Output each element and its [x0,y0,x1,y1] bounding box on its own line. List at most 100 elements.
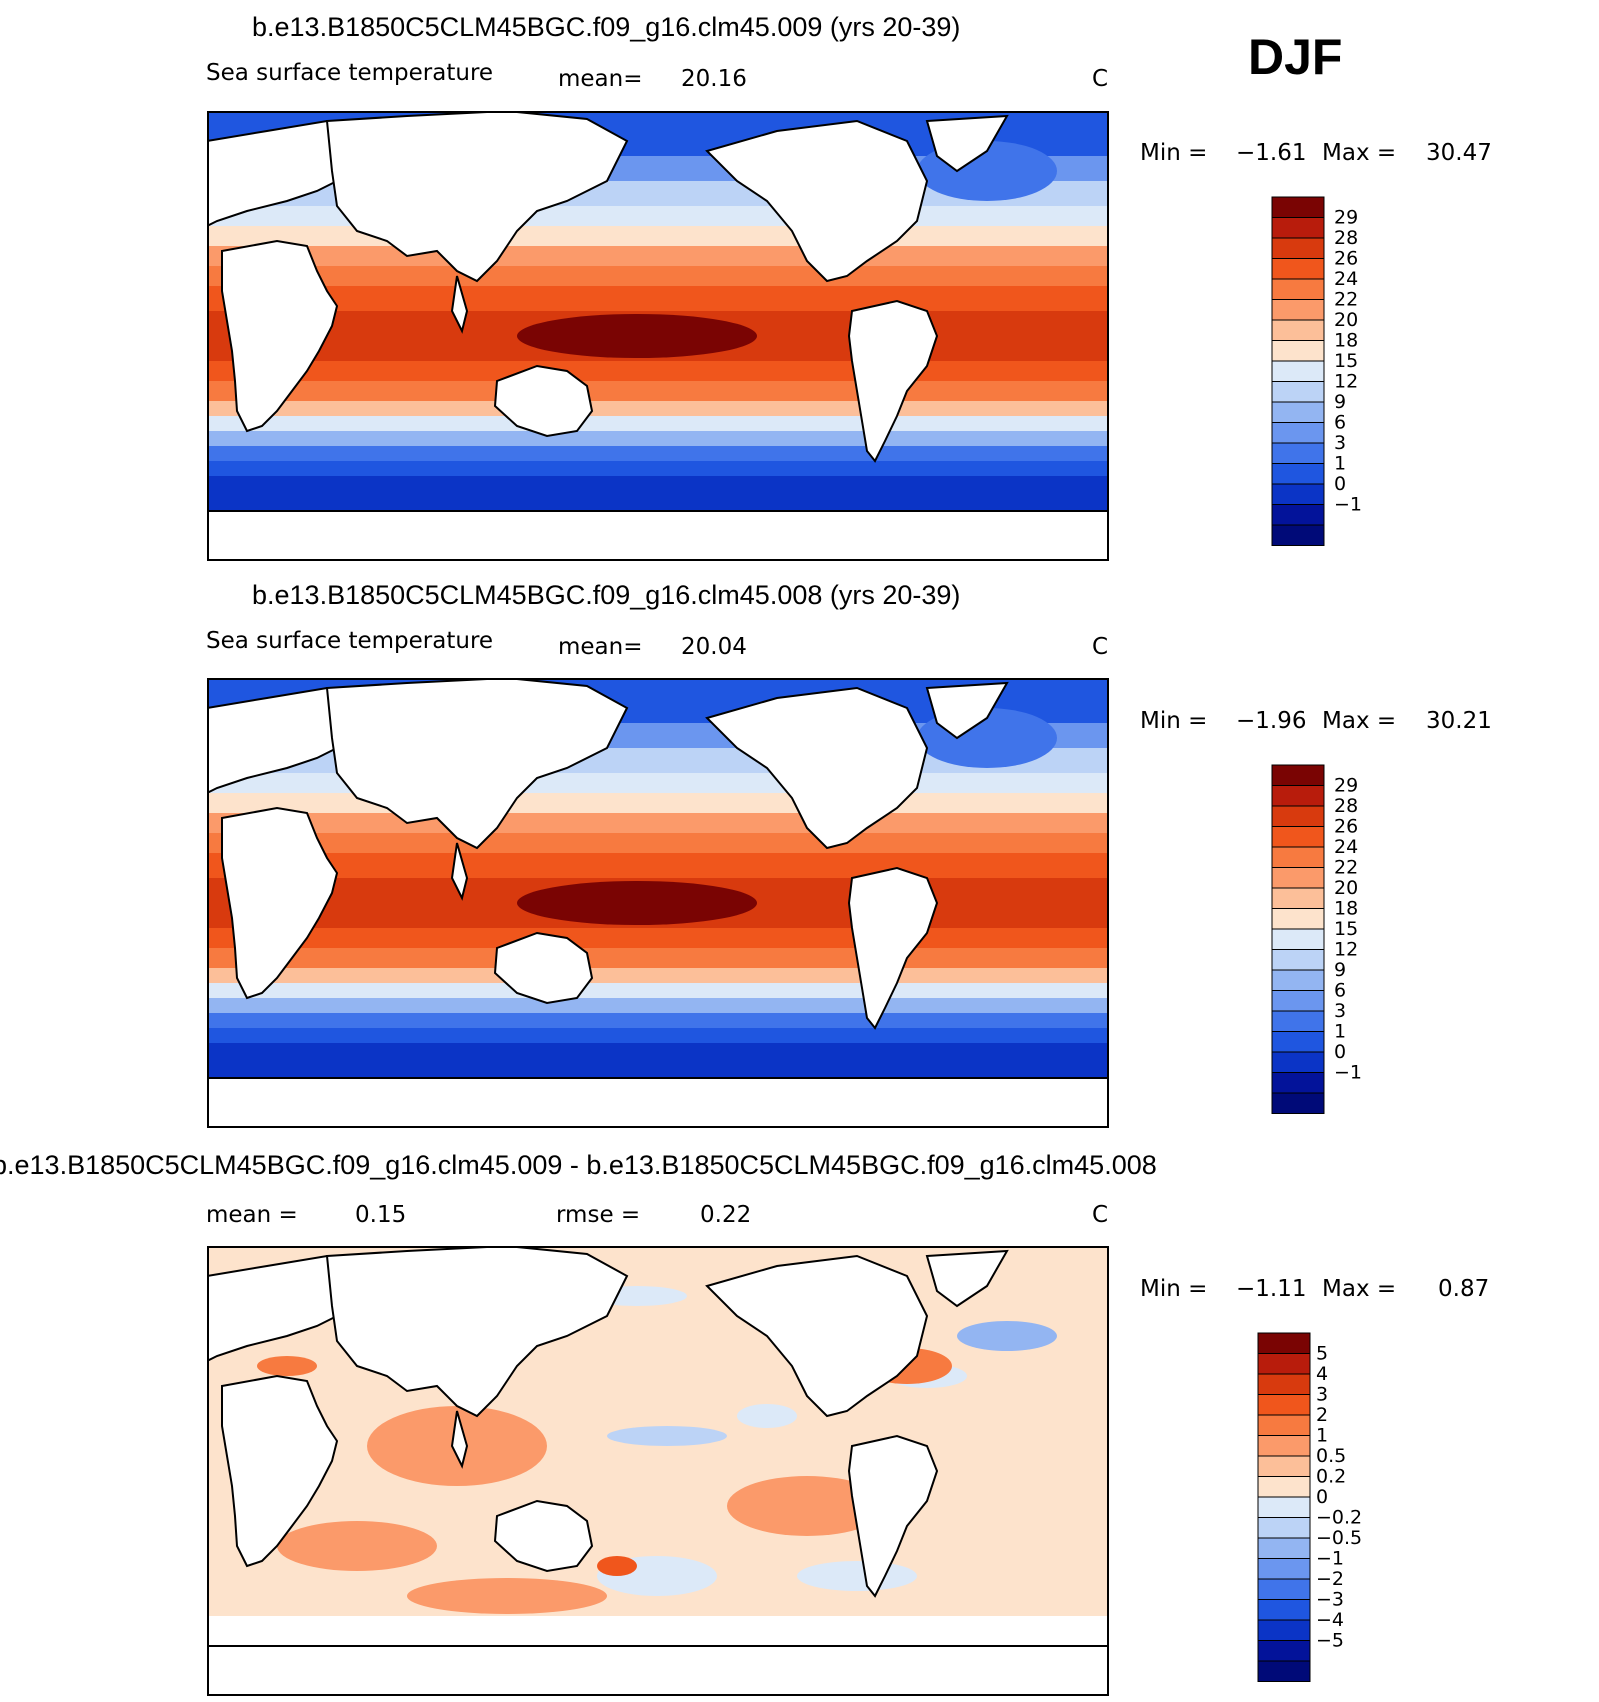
colorbar-box [1271,217,1325,239]
colorbar-tick-label: 1 [1334,453,1346,475]
warm-pool [517,314,757,358]
sst-map [207,678,1109,1128]
sst-band [207,1028,1109,1043]
colorbar-box [1271,524,1325,546]
sst-band [207,446,1109,461]
colorbar-tick-label: −3 [1316,1589,1344,1611]
units-label: C [1092,1202,1109,1228]
panel-title: b.e13.B1850C5CLM45BGC.f09_g16.clm45.008 … [252,580,961,610]
sst-map [207,111,1109,561]
colorbar-tick-label: 6 [1334,412,1346,434]
sst-band [207,416,1109,431]
colorbar-box [1271,442,1325,464]
min-value: −1.11 [1236,1276,1307,1302]
sst-band [207,431,1109,446]
colorbar-tick-label: −4 [1316,1609,1344,1631]
mean-value: 0.15 [355,1202,407,1228]
colorbar-box [1257,1517,1311,1539]
difference-patch [407,1578,607,1614]
warm-pool [517,881,757,925]
colorbar-tick-label: −5 [1316,1630,1344,1652]
colorbar-box [1257,1558,1311,1580]
colorbar-tick-label: 1 [1316,1425,1328,1447]
variable-name: Sea surface temperature [206,628,494,654]
colorbar-tick-label: 15 [1334,918,1358,940]
sst-band [207,361,1109,381]
sst-band [207,793,1109,813]
difference-map [207,1246,1109,1696]
sst-band [207,476,1109,511]
sst-band [207,461,1109,476]
max-label: Max = [1322,708,1397,734]
colorbar-tick-label: 29 [1334,207,1358,229]
difference-patch [957,1321,1057,1351]
colorbar-box [1271,237,1325,259]
colorbar-tick-label: 9 [1334,959,1346,981]
colorbar-box [1271,826,1325,848]
colorbar-tick-label: 0 [1334,473,1346,495]
colorbar-box [1257,1537,1311,1559]
colorbar-tick-label: 18 [1334,898,1358,920]
min-label: Min = [1140,708,1208,734]
sst-band [207,853,1109,878]
colorbar-tick-label: 3 [1334,432,1346,454]
difference-patch [727,1476,887,1536]
max-value: 0.87 [1438,1276,1490,1302]
mean-label: mean= [558,66,643,92]
colorbar-tick-label: 20 [1334,309,1358,331]
max-label: Max = [1322,140,1397,166]
difference-patch [257,1356,317,1376]
colorbar-box [1271,969,1325,991]
colorbar-box [1271,401,1325,423]
colorbar-tick-label: 0 [1334,1041,1346,1063]
colorbar-box [1271,764,1325,786]
colorbar-tick-label: 24 [1334,268,1358,290]
colorbar-box [1271,504,1325,526]
colorbar-tick-label: 9 [1334,391,1346,413]
colorbar-tick-label: 1 [1334,1021,1346,1043]
sst-band [207,948,1109,968]
colorbar-tick-label: 26 [1334,816,1358,838]
colorbar-tick-label: −1 [1334,1062,1362,1084]
colorbar-tick-label: 20 [1334,877,1358,899]
colorbar-tick-label: 12 [1334,939,1358,961]
colorbar-tick-label: 29 [1334,775,1358,797]
colorbar-tick-label: 6 [1334,980,1346,1002]
colorbar-box [1271,846,1325,868]
colorbar-box [1271,319,1325,341]
sst-band [207,381,1109,401]
difference-patch [797,1561,917,1591]
colorbar-tick-label: 3 [1334,1000,1346,1022]
colorbar-box [1257,1496,1311,1518]
variable-name: Sea surface temperature [206,60,494,86]
sst-band [207,246,1109,266]
colorbar-box [1271,1010,1325,1032]
colorbar-tick-label: −0.5 [1316,1527,1362,1549]
colorbar-box [1257,1455,1311,1477]
min-label: Min = [1140,1276,1208,1302]
rmse-value: 0.22 [700,1202,752,1228]
colorbar-box [1257,1578,1311,1600]
colorbar-tick-label: 22 [1334,857,1358,879]
mean-value: 20.04 [681,634,747,660]
colorbar-box [1271,299,1325,321]
max-value: 30.47 [1426,140,1492,166]
units-label: C [1092,634,1109,660]
colorbar-box [1257,1476,1311,1498]
colorbar-box [1271,340,1325,362]
sst-band [207,401,1109,416]
colorbar-tick-label: −0.2 [1316,1507,1362,1529]
difference-patch [607,1426,727,1446]
min-label: Min = [1140,140,1208,166]
colorbar-box [1257,1353,1311,1375]
colorbar-box [1257,1414,1311,1436]
mean-label: mean = [206,1202,298,1228]
difference-patch [277,1521,437,1571]
colorbar-tick-label: 3 [1316,1384,1328,1406]
panel-title: b.e13.B1850C5CLM45BGC.f09_g16.clm45.009 … [0,1150,1157,1180]
colorbar-box [1271,1051,1325,1073]
mean-label: mean= [558,634,643,660]
sst-band [207,833,1109,853]
colorbar-box [1257,1394,1311,1416]
